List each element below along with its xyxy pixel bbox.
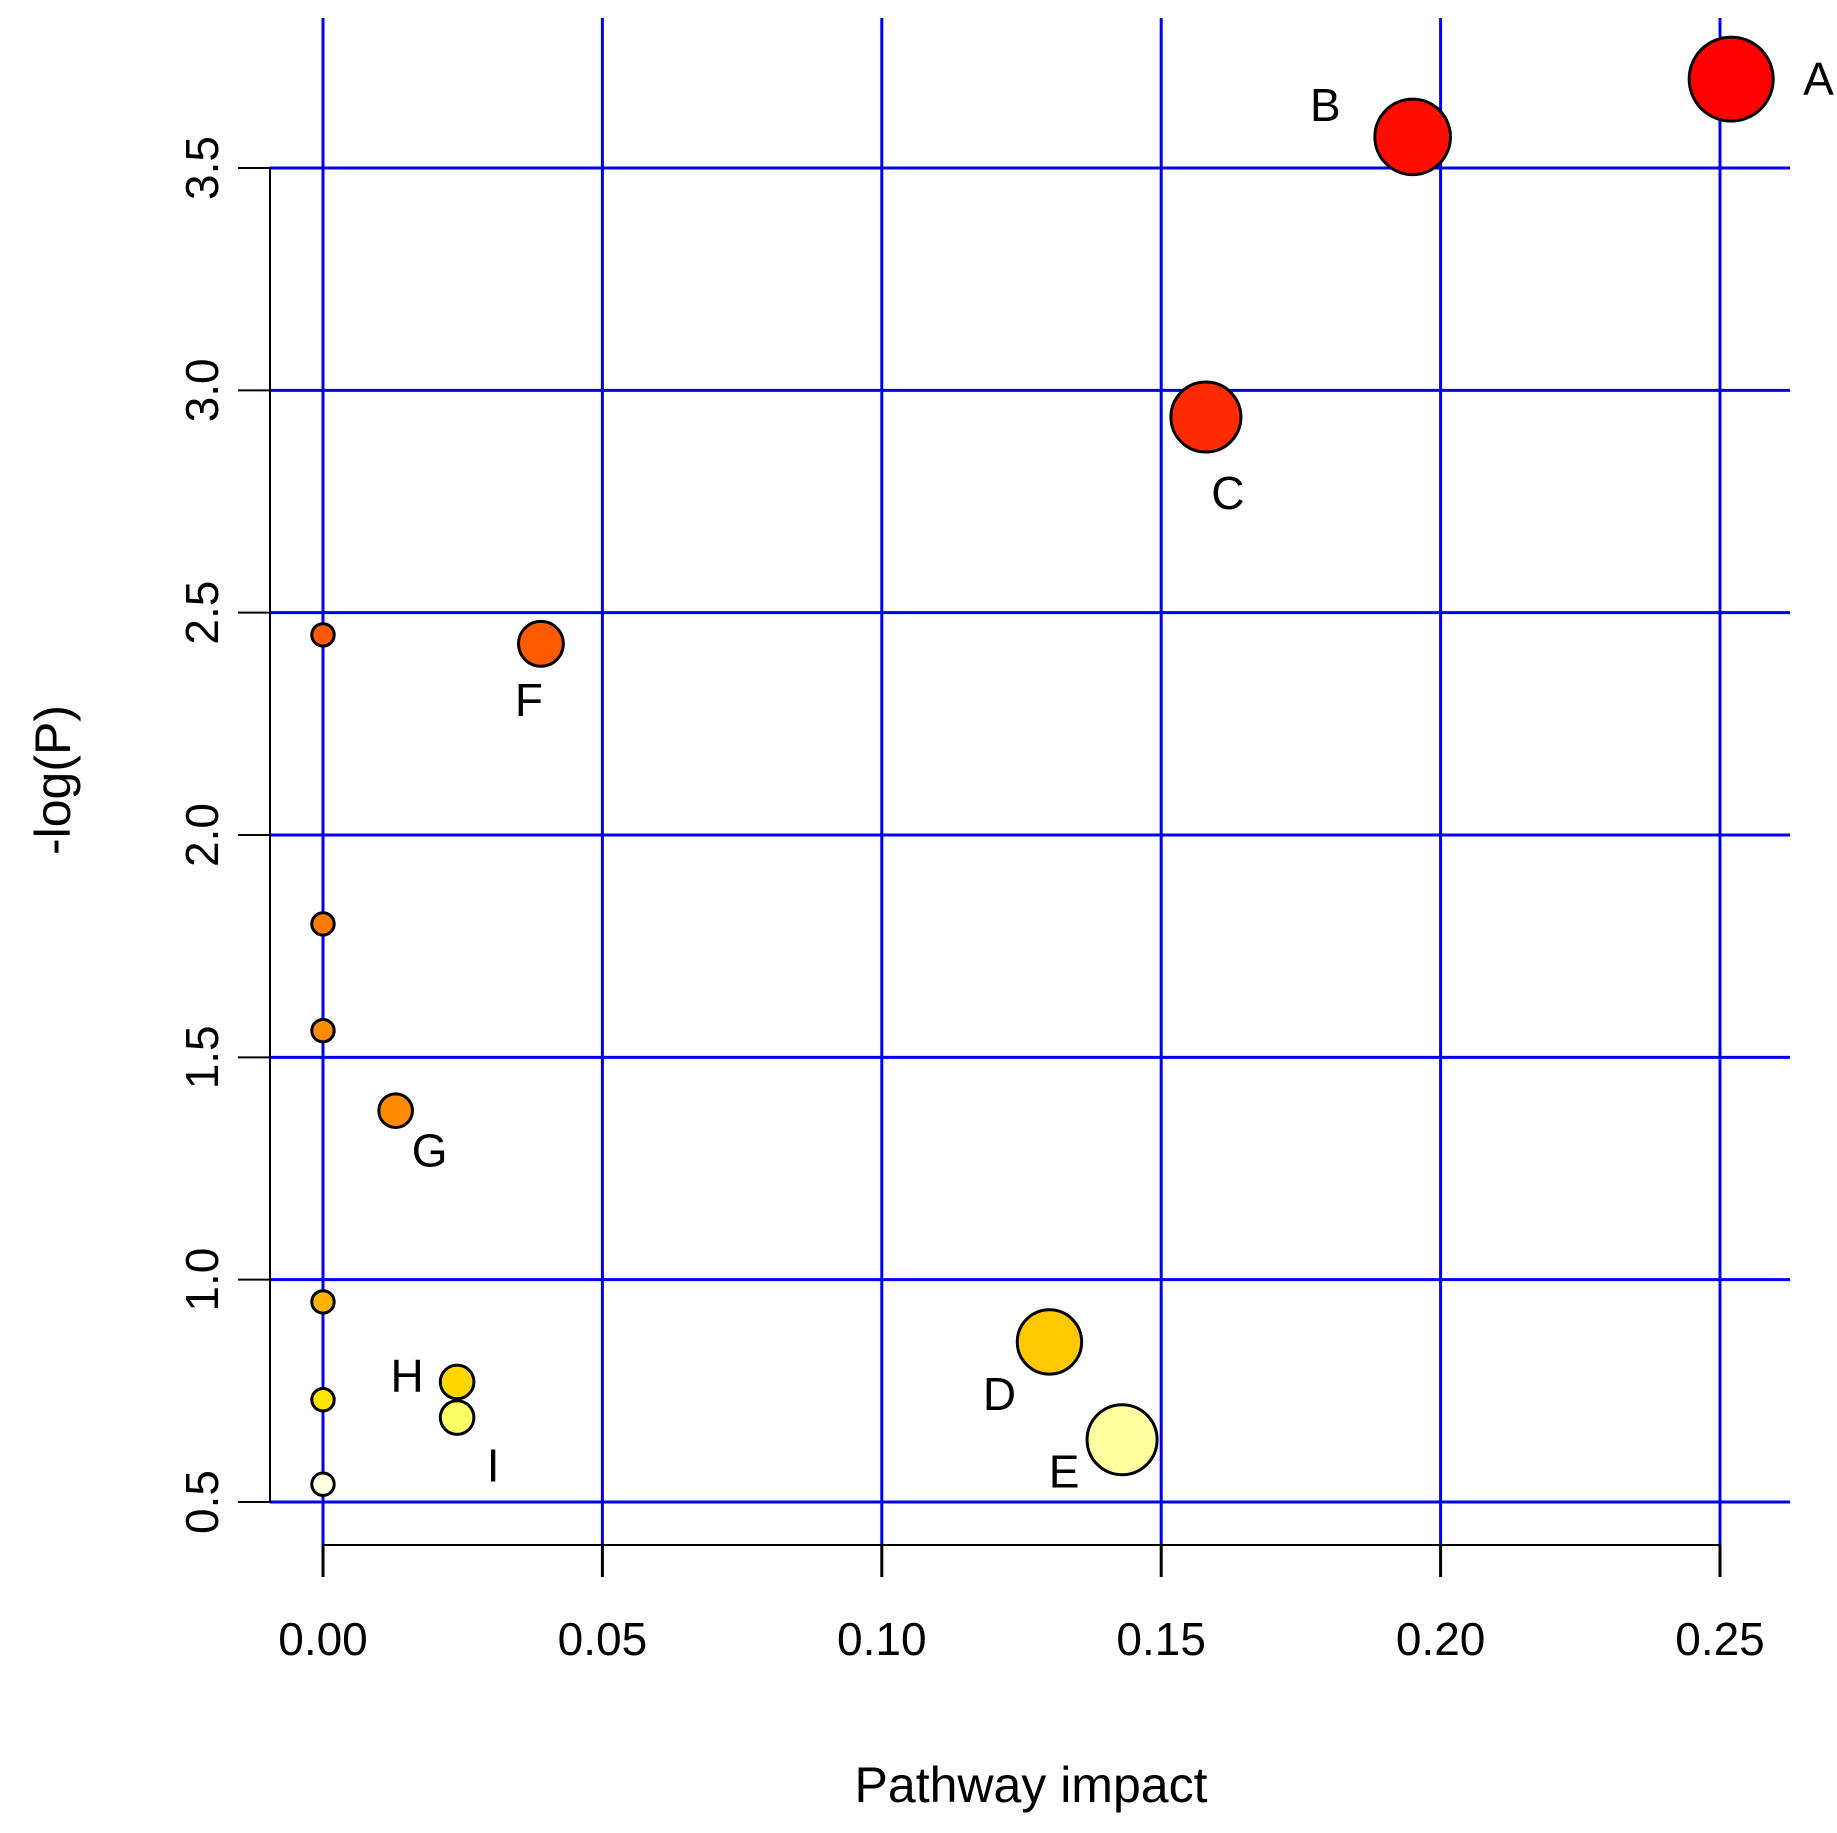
point-d [1015, 1308, 1084, 1376]
y-tick-label: 1.0 [176, 1248, 228, 1312]
point-label-c: C [1211, 467, 1244, 519]
x-axis-title: Pathway impact [855, 1757, 1208, 1813]
x-tick-label: 0.10 [837, 1613, 927, 1665]
axes: 0.5 1.0 1.5 2.0 2.5 3.0 3.5 0.00 0.05 0.10 0.15 0.2… [176, 136, 1765, 1665]
y-tick-label: 1.5 [176, 1025, 228, 1089]
point-unlabeled-14 [310, 1471, 336, 1497]
point-f [517, 619, 565, 668]
point-label-i: I [487, 1440, 500, 1492]
point-label-e: E [1049, 1446, 1080, 1498]
y-tick-label: 0.5 [176, 1470, 228, 1534]
y-tick-label: 3.0 [176, 358, 228, 422]
point-unlabeled-10 [310, 911, 336, 937]
point-c [1169, 380, 1243, 454]
point-h [438, 1363, 476, 1401]
point-i [438, 1399, 476, 1436]
point-label-g: G [412, 1125, 448, 1177]
y-axis-title: -log(P) [25, 705, 81, 855]
x-tick-label: 0.05 [558, 1613, 648, 1665]
point-unlabeled-13 [310, 1387, 336, 1413]
point-unlabeled-12 [310, 1289, 336, 1315]
point-label-d: D [983, 1368, 1016, 1420]
point-label-b: B [1310, 79, 1341, 131]
grid-lines [270, 18, 1790, 1545]
point-labels: A B C DE F G H I [390, 53, 1834, 1498]
point-b [1373, 97, 1452, 177]
data-points [310, 35, 1775, 1497]
x-tick-label: 0.25 [1675, 1613, 1765, 1665]
x-tick-label: 0.20 [1396, 1613, 1486, 1665]
y-tick-label: 2.5 [176, 581, 228, 645]
point-e [1085, 1403, 1159, 1477]
point-unlabeled-9 [310, 622, 336, 648]
point-a [1687, 35, 1775, 123]
point-label-a: A [1803, 53, 1834, 105]
point-label-f: F [515, 674, 543, 726]
y-tick-label: 2.0 [176, 803, 228, 867]
x-tick-label: 0.15 [1116, 1613, 1206, 1665]
x-tick-label: 0.00 [278, 1613, 368, 1665]
point-g [377, 1092, 414, 1129]
point-label-h: H [390, 1350, 423, 1402]
y-tick-label: 3.5 [176, 136, 228, 200]
point-unlabeled-11 [310, 1017, 336, 1044]
